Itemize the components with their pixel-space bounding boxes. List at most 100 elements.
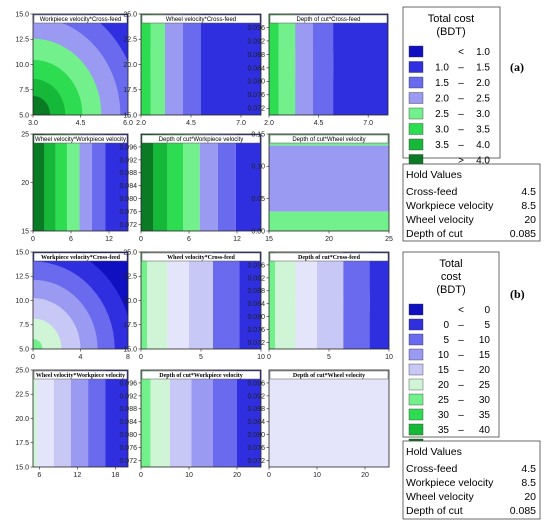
y-tick-label: 0.084: [247, 301, 265, 308]
legend-high: 25: [479, 380, 491, 391]
y-tick-label: 25.0: [123, 11, 137, 18]
y-tick-label: 25: [21, 131, 29, 138]
y-tick-label: 0.088: [119, 406, 137, 413]
contour-band: [343, 252, 372, 349]
y-tick-label: 0.096: [119, 380, 137, 387]
legend-symbol: –: [458, 380, 464, 391]
hold-name: Workpiece velocity: [406, 200, 494, 212]
legend-high: 40: [479, 425, 491, 436]
x-tick-label: 6: [37, 472, 41, 479]
legend-title: (BDT): [436, 284, 465, 296]
legend-low: 1.0: [435, 63, 449, 74]
y-tick-label: 0.080: [247, 314, 265, 321]
legend-symbol: >: [458, 156, 464, 167]
y-tick-label: 17.5: [15, 440, 29, 447]
legend-symbol: –: [458, 140, 464, 151]
x-tick-label: 10: [257, 354, 265, 361]
x-tick-label: 2.0: [264, 120, 274, 127]
legend-high: 35: [479, 410, 491, 421]
y-tick-label: 0.072: [119, 458, 137, 465]
panel-frame: [140, 133, 262, 232]
y-tick-label: 0.076: [247, 92, 265, 99]
contour-band: [105, 134, 128, 231]
hold-value: 8.5: [521, 200, 536, 212]
panel-title-text: Wheel velocity*Cross-feed: [167, 255, 235, 261]
y-tick-label: 15.0: [123, 112, 137, 119]
contour-band: [167, 252, 189, 349]
contour-band: [91, 134, 106, 231]
panel-frame: [268, 13, 389, 116]
y-tick-label: 0.084: [247, 65, 265, 72]
y-tick-label: 0.088: [247, 52, 265, 59]
legend-symbol: –: [458, 63, 464, 74]
y-tick-label: 0.080: [247, 79, 265, 86]
x-tick-label: 12: [73, 472, 81, 479]
contour-band: [105, 370, 128, 467]
legend-low: 30: [438, 410, 450, 421]
contour-panel-a1: Workpiece velocity*Cross-feed 3.0 4.5 6.0 5.…: [15, 11, 133, 127]
contour-band: [44, 134, 56, 231]
contour-band: [141, 370, 151, 467]
y-tick-label: 0.080: [119, 432, 137, 439]
x-tick-label: 20: [325, 236, 333, 243]
legend-high: 2.0: [476, 78, 490, 89]
y-tick-label: 7.5: [19, 87, 29, 94]
hold-value: 0.085: [510, 505, 536, 517]
legend-low: 2.5: [435, 109, 449, 120]
x-tick-label: 7.0: [236, 120, 246, 127]
legend-high: 3.5: [476, 125, 490, 136]
y-tick-label: 0.05: [251, 196, 265, 203]
legend-a: Total cost(BDT)< 1.01.0–1.51.5–2.02.0–2.5…: [402, 6, 501, 167]
y-tick-label: 15: [21, 228, 29, 235]
hold-frame: [402, 440, 541, 520]
legend-symbol: –: [458, 109, 464, 120]
contour-band: [141, 134, 153, 231]
contour-panel-a5: Depth of cut*Workpiece velocity 0 6 12 0.072…: [119, 133, 262, 243]
y-tick-label: 15.0: [15, 11, 29, 18]
contour-fill: [269, 370, 389, 467]
contour-band: [167, 134, 183, 231]
y-tick-label: 15.0: [15, 464, 29, 471]
legend-symbol: –: [458, 320, 464, 331]
legend-swatch: [408, 138, 424, 151]
y-tick-label: 0.084: [119, 419, 137, 426]
legend-symbol: –: [458, 410, 464, 421]
contour-band: [201, 14, 261, 115]
figure-tag-b: (b): [510, 287, 525, 301]
panel-frame: [268, 369, 390, 468]
y-tick-label: 15.0: [15, 249, 29, 256]
legend-swatch: [408, 92, 424, 104]
hold-values-b: Hold Values Cross-feed 4.5 Workpiece veloci…: [402, 440, 541, 520]
contour-band: [278, 14, 298, 115]
y-tick-label: 5.0: [19, 346, 29, 353]
x-tick-label: 10: [385, 354, 393, 361]
y-tick-label: 0.084: [247, 419, 265, 426]
y-tick-label: 0.092: [247, 38, 265, 45]
legend-low: 10: [438, 350, 450, 361]
panel-title-text: Depth of cut*Wheel velocity: [293, 373, 365, 379]
contour-band: [239, 252, 261, 349]
contour-band: [213, 252, 240, 349]
legend-swatch: [408, 408, 424, 421]
panel-title: Depth of cut*Workpiece velocity: [141, 370, 261, 380]
x-tick-label: 0: [31, 354, 35, 361]
legend-high: 4.0: [476, 140, 490, 151]
contour-band: [88, 370, 106, 467]
x-tick-label: 25: [385, 236, 393, 243]
panel-title: Wheel velocity*Cross-feed: [141, 14, 261, 24]
y-tick-label: 0.076: [247, 327, 265, 334]
hold-value: 8.5: [521, 477, 536, 489]
y-tick-label: 20.0: [15, 416, 29, 423]
y-tick-label: 20.0: [123, 298, 137, 305]
x-tick-label: 8: [126, 354, 130, 361]
legend-swatch: [408, 423, 424, 436]
legend-low: 20: [438, 380, 450, 391]
legend-high: 30: [479, 395, 491, 406]
contour-fill: [33, 370, 128, 467]
x-tick-label: 5: [199, 354, 203, 361]
contour-band: [33, 134, 45, 231]
contour-band: [199, 134, 218, 231]
legend-low: 15: [438, 365, 450, 376]
legend-swatch: [408, 76, 424, 89]
